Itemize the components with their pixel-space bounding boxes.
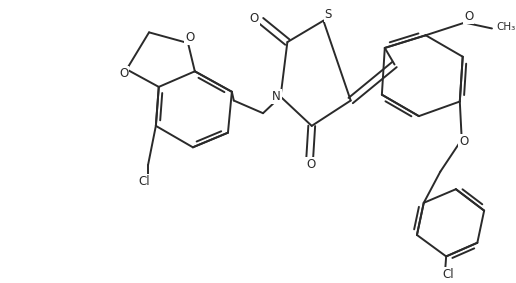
Text: O: O [306,158,315,171]
Text: O: O [185,31,195,44]
Text: O: O [459,135,469,148]
Text: O: O [464,10,473,23]
Text: S: S [325,8,332,21]
Text: O: O [250,12,259,25]
Text: O: O [119,67,128,80]
Text: Cl: Cl [442,268,454,281]
Text: CH₃: CH₃ [497,22,516,31]
Text: Cl: Cl [138,175,150,188]
Text: N: N [272,90,281,103]
